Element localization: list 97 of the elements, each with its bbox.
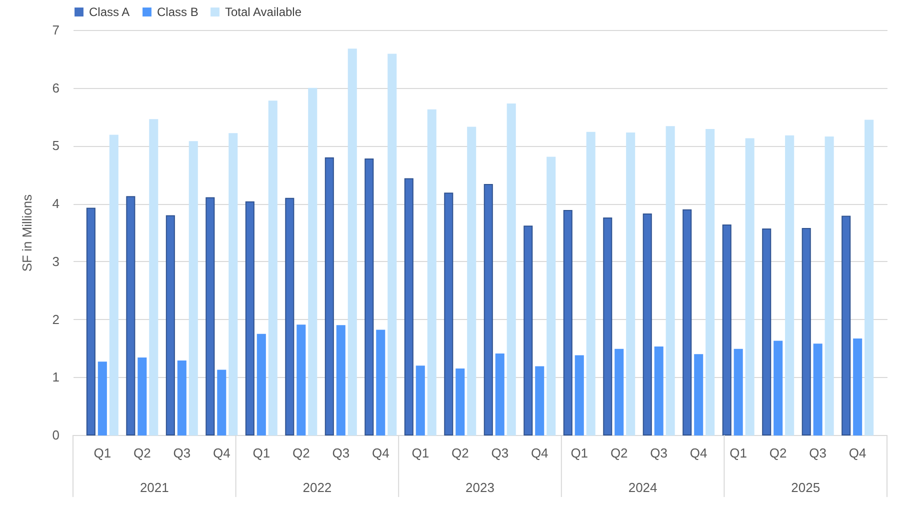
bar [626,132,636,436]
x-tick-label: Q2 [610,446,628,460]
bar [296,324,306,436]
bar [614,348,624,436]
bar [506,104,516,436]
bar [666,126,675,436]
bar [388,54,397,436]
bar [774,340,783,436]
x-tick-label: Q3 [809,446,827,460]
bar [427,109,436,436]
bar [126,196,136,436]
bar [206,197,215,436]
bar [546,156,556,436]
bar [864,120,874,436]
bar [324,157,334,436]
x-tick-label: Q1 [412,446,430,460]
y-tick-label: 2 [52,312,60,327]
bar [574,355,584,436]
y-tick-label: 4 [52,196,60,212]
bar [654,346,664,436]
bar [98,362,107,436]
x-tick-label: Q4 [848,446,866,460]
bar [603,218,612,436]
bar [484,184,493,436]
bar [404,178,414,436]
bar [256,334,266,436]
bar [535,366,544,436]
bar [524,226,533,436]
bar [285,198,294,436]
x-tick-label: Q1 [730,446,748,460]
x-tick-label: Q3 [650,446,668,460]
y-tick-label: 0 [52,428,60,442]
bar [586,132,596,436]
text: 2025 [791,480,820,495]
bar [138,358,147,436]
bar [682,209,692,436]
bar [336,325,346,436]
bar [109,134,118,436]
bar [813,344,822,436]
x-tick-label: Q2 [292,446,310,460]
x-tick-label: Q3 [173,446,191,460]
x-tick-label: Q4 [530,446,548,460]
bar [853,338,862,436]
bar [842,216,851,436]
bar [364,158,374,436]
bar [217,370,226,436]
y-tick-label: 6 [52,80,60,96]
bar [188,141,198,436]
bar [745,138,754,436]
bar [149,119,158,436]
bar [268,100,278,436]
x-tick-label: Q3 [491,446,509,460]
bar [456,368,465,436]
text: 2024 [628,480,658,495]
x-tick-label: Q1 [570,446,588,460]
bar [785,135,794,436]
legend-label: Class B [157,5,198,19]
x-tick-label: Q4 [372,446,390,460]
x-tick-label: Q2 [769,446,787,460]
y-tick-label: 5 [52,138,60,154]
legend-label: Class A [89,5,130,19]
bar [495,354,504,436]
bar [694,354,704,436]
bar [166,215,175,436]
x-tick-label: Q4 [690,446,708,460]
bar [308,88,318,436]
bar [86,208,96,436]
text: 2022 [302,480,332,495]
legend-label: Total Available [225,5,302,19]
x-tick-label: Q2 [451,446,469,460]
y-axis-title: SF in Millions [19,194,34,272]
bar [416,366,425,436]
x-tick-label: Q3 [332,446,350,460]
text: 2023 [466,480,494,495]
bar [642,213,652,436]
bar [444,192,454,436]
bar [228,133,238,436]
x-tick-label: Q1 [94,446,112,460]
y-tick-label: 7 [52,22,60,38]
bar [376,330,386,436]
bar [824,136,834,436]
y-tick-label: 3 [52,254,60,269]
bar [245,201,254,436]
x-tick-label: Q4 [212,446,230,460]
bar [706,129,715,436]
x-tick-label: Q1 [252,446,270,460]
bar [348,48,357,436]
text: 2021 [140,480,169,495]
bar [762,228,772,436]
bar [734,348,743,436]
bar [722,224,732,436]
y-tick-label: 1 [52,370,60,385]
bar [177,360,186,436]
bar [802,228,811,436]
bar [467,126,476,436]
bar [563,210,572,436]
x-tick-label: Q2 [133,446,151,460]
